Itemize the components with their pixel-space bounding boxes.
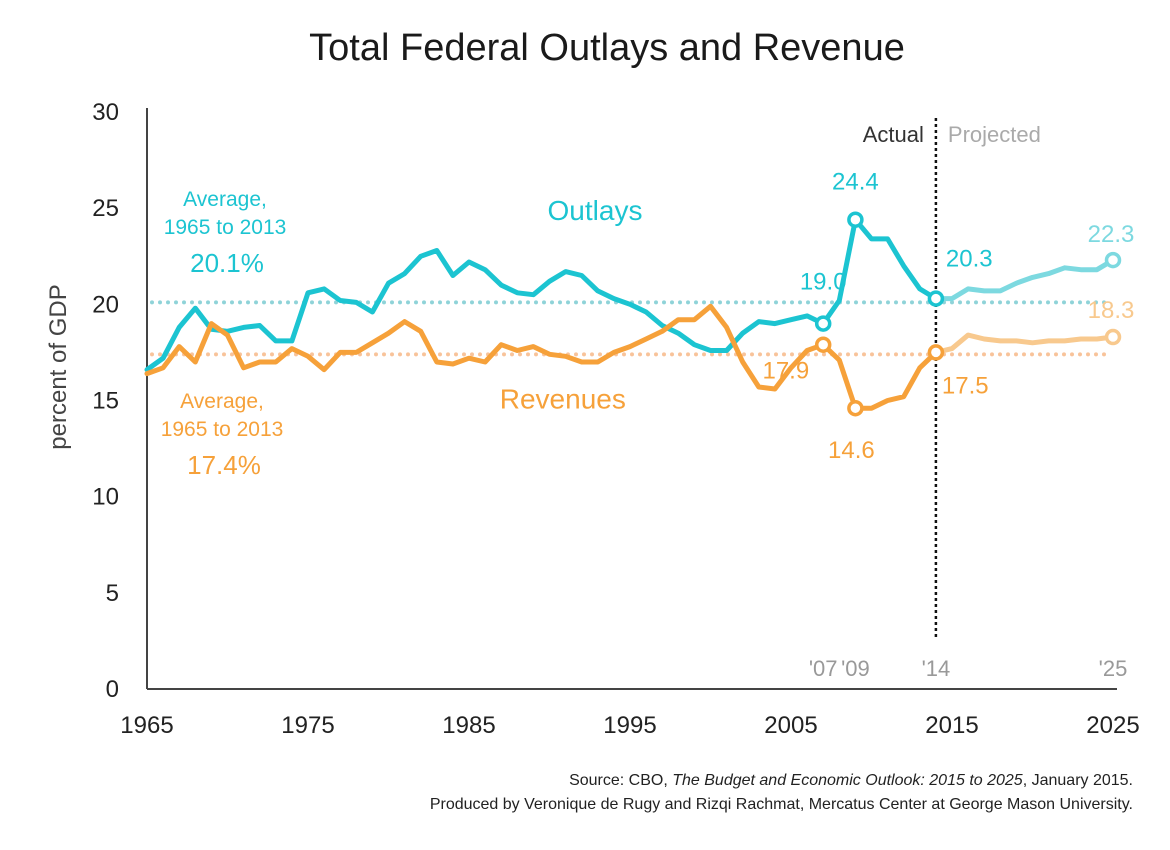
y-tick-label: 5 [106, 580, 119, 607]
year-marker-label: '25 [1099, 656, 1128, 681]
revenues-average-value: 17.4% [187, 450, 261, 480]
series-lines [144, 217, 1116, 411]
revenues-value-label: 18.3 [1088, 297, 1135, 324]
outlays-point-marker [847, 211, 864, 228]
revenues-average-label-line1: Average, [180, 390, 264, 413]
actual-projected-divider: Actual Projected [863, 118, 1041, 640]
outlays-value-label: 20.3 [946, 246, 993, 273]
revenues-point-marker [814, 336, 832, 353]
source-prefix: Source: CBO, [569, 772, 672, 789]
revenues-point-marker [927, 344, 945, 361]
outlays-projected-line [933, 257, 1116, 302]
y-tick-label: 15 [92, 388, 119, 415]
outlays-value-label: 24.4 [832, 169, 879, 196]
revenues-value-label: 14.6 [828, 437, 875, 464]
outlays-average-label-line1: Average, [183, 188, 267, 211]
x-tick-label: 2005 [764, 712, 817, 739]
outlays-point-marker [927, 290, 945, 307]
source-note: Source: CBO, The Budget and Economic Out… [569, 772, 1133, 789]
y-axis-label: percent of GDP [45, 284, 72, 449]
outlays-point-marker [1104, 251, 1122, 269]
revenues-value-label: 17.9 [762, 358, 809, 385]
revenues-actual-line [144, 303, 939, 411]
x-tick-label: 1975 [281, 712, 334, 739]
y-tick-label: 10 [92, 484, 119, 511]
x-tick-label: 1995 [603, 712, 656, 739]
outlays-average-value: 20.1% [190, 248, 264, 278]
actual-label: Actual [863, 122, 924, 147]
outlays-series-label: Outlays [548, 195, 643, 226]
outlays-value-label: 22.3 [1088, 221, 1135, 248]
revenues-projected-line [933, 332, 1116, 355]
outlays-value-label: 19.0 [800, 269, 847, 296]
x-tick-label: 1965 [120, 712, 173, 739]
annotations: 19.0 24.4 20.3 22.3 17.9 14.6 17.5 18.3 Outlays R… [161, 169, 1135, 681]
y-tick-label: 30 [92, 99, 119, 126]
x-tick-label: 2015 [925, 712, 978, 739]
source-publication: The Budget and Economic Outlook: 2015 to… [672, 772, 1023, 789]
revenues-value-label: 17.5 [942, 372, 989, 399]
y-tick-label: 0 [106, 676, 119, 703]
revenues-point-marker [847, 399, 864, 417]
credit-note: Produced by Veronique de Rugy and Rizqi … [430, 796, 1133, 813]
projected-label: Projected [948, 122, 1041, 147]
x-tick-label: 1985 [442, 712, 495, 739]
year-marker-label: '07 [809, 656, 838, 681]
outlays-point-marker [814, 315, 832, 332]
revenues-series-label: Revenues [500, 384, 626, 415]
y-tick-label: 20 [92, 291, 119, 318]
revenues-point-marker [1104, 328, 1122, 346]
revenues-average-label-line2: 1965 to 2013 [161, 418, 284, 441]
y-tick-label: 25 [92, 195, 119, 222]
chart-title: Total Federal Outlays and Revenue [309, 27, 905, 69]
outlays-actual-line [144, 217, 939, 373]
data-point-markers [814, 211, 1122, 417]
year-marker-label: '09 [841, 656, 870, 681]
x-tick-label: 2025 [1086, 712, 1139, 739]
outlays-average-label-line2: 1965 to 2013 [164, 216, 287, 239]
source-suffix: , January 2015. [1023, 772, 1133, 789]
average-lines [150, 300, 1107, 357]
year-marker-label: '14 [922, 656, 951, 681]
